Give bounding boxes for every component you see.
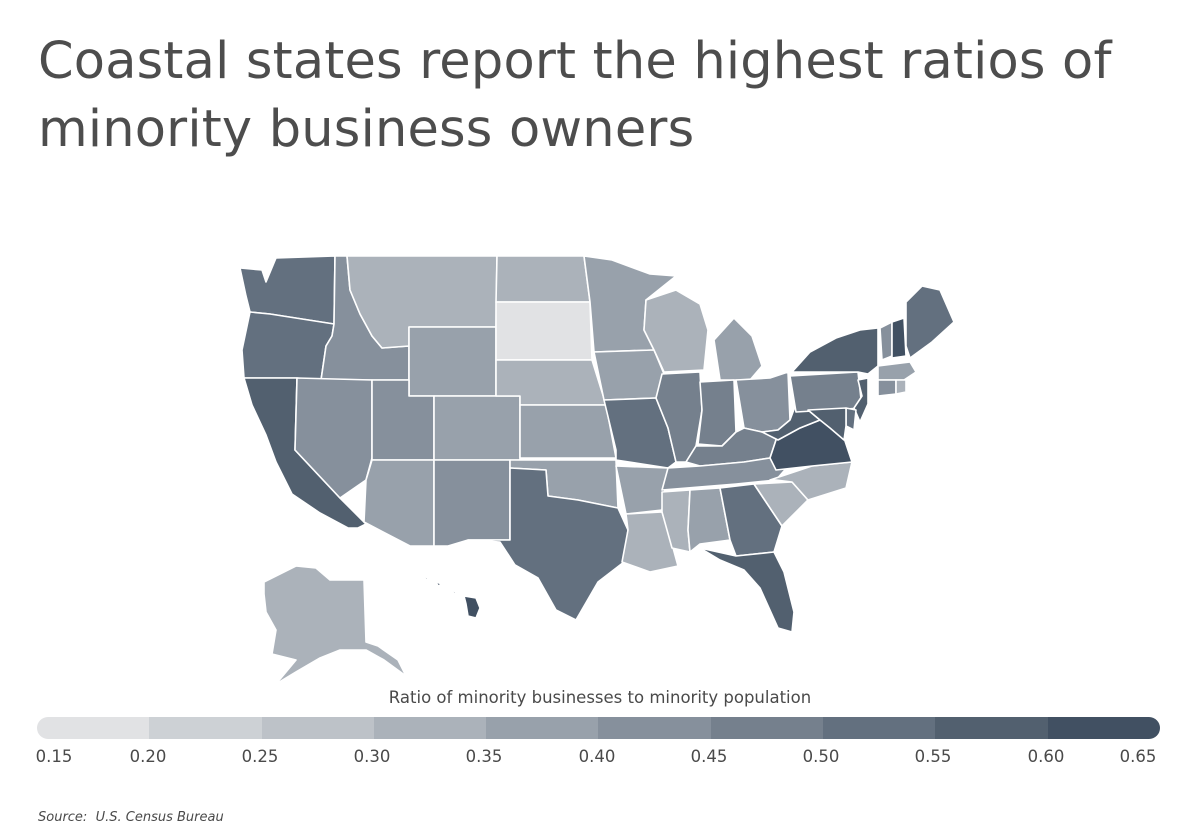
state-nd [495,255,591,303]
state-hi [423,575,481,619]
legend-swatch [823,717,936,739]
legend-color-bar [37,717,1160,739]
legend-tick-label: 0.30 [353,747,391,766]
legend-swatch [261,717,374,739]
state-ma [877,361,917,381]
source-text: U.S. Census Bureau [95,810,224,825]
legend-tick-label: 0.15 [35,747,73,766]
legend-swatch [373,717,487,739]
state-ks [519,404,617,459]
legend-tick-label: 0.55 [914,747,952,766]
state-ar [615,465,669,515]
state-co [433,395,521,461]
state-ct [877,379,897,397]
legend-tick-label: 0.60 [1027,747,1065,766]
state-me [905,285,955,359]
legend-swatch [935,717,1048,739]
state-or [241,311,335,381]
state-ak [263,565,407,685]
state-nm [433,459,511,547]
state-wy [408,326,497,397]
state-oh [735,371,791,433]
legend-tick-label: 0.20 [129,747,167,766]
legend-tick-label: 0.65 [1119,747,1157,766]
legend-swatch [598,717,711,739]
chart-title: Coastal states report the highest ratios… [38,32,1112,159]
state-pa [789,371,863,413]
state-ri [895,379,907,395]
legend-swatch [486,717,599,739]
state-tx [467,467,629,621]
state-fl [699,547,795,633]
state-nh [891,317,907,359]
state-az [363,459,435,547]
legend-tick-label: 0.40 [578,747,616,766]
state-vt [879,321,893,361]
state-in [697,379,737,447]
state-nj [853,377,869,423]
legend-tick-label: 0.45 [690,747,728,766]
state-ny [791,327,879,375]
state-mi [713,317,763,381]
state-ia [593,349,665,401]
state-wi [643,289,709,373]
us-choropleth-map [239,255,955,685]
state-md [807,407,847,441]
source-label: Source: [38,810,88,825]
state-de [845,407,857,431]
legend-title: Ratio of minority businesses to minority… [388,688,812,707]
state-sd [495,301,593,361]
legend-swatch [149,717,262,739]
legend-tick-label: 0.25 [241,747,279,766]
legend-tick-label: 0.35 [465,747,503,766]
source-note: Source: U.S. Census Bureau [38,810,224,825]
legend-swatch [1047,717,1160,739]
legend-tick-label: 0.50 [802,747,840,766]
legend-swatch [37,717,150,739]
legend-swatch [710,717,824,739]
